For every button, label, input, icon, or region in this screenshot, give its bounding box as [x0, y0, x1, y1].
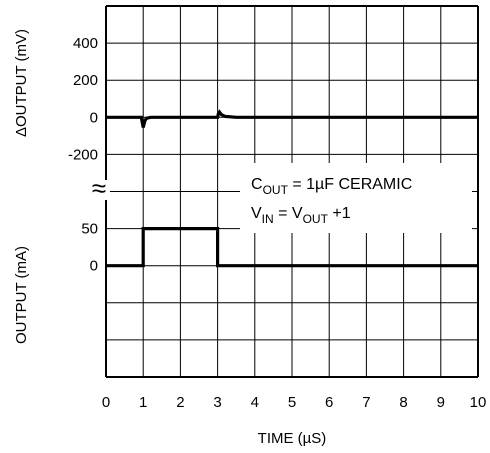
x-tick-label: 7	[362, 394, 370, 411]
anno-v: V	[251, 205, 262, 222]
anno-vout-sub: OUT	[303, 212, 329, 226]
x-tick-label: 5	[288, 394, 296, 411]
anno-v-sub: IN	[262, 212, 274, 226]
output-current-trace	[106, 227, 478, 268]
y-axis-title-top: ΔOUTPUT (mV)	[13, 29, 30, 137]
y-axis-title-bottom: OUTPUT (mA)	[13, 246, 30, 344]
x-tick-label: 8	[399, 394, 407, 411]
axis-break-mask	[88, 180, 110, 200]
x-tick-label: 4	[251, 394, 259, 411]
series-lines	[106, 109, 478, 268]
axis-break-symbol: ≈	[92, 173, 106, 203]
anno-c: C	[251, 176, 263, 193]
x-tick-label: 10	[470, 394, 487, 411]
y-tick-label: -200	[68, 146, 98, 163]
delta-output-trace	[106, 109, 478, 128]
y-tick-label: 0	[90, 258, 98, 275]
x-axis-title: TIME (µS)	[258, 430, 327, 447]
x-tick-label: 2	[176, 394, 184, 411]
y-tick-label: 50	[81, 221, 98, 238]
x-tick-label: 6	[325, 394, 333, 411]
anno-c-rest: = 1µF CERAMIC	[288, 176, 412, 193]
y-tick-labels: 400 200 0 -200 50 0	[68, 35, 98, 275]
x-tick-label: 3	[213, 394, 221, 411]
annotation-cout: COUT = 1µF CERAMIC	[251, 176, 412, 197]
annotation-vin: VIN = VOUT +1	[251, 205, 351, 226]
x-tick-label: 9	[437, 394, 445, 411]
y-tick-label: 200	[73, 72, 98, 89]
y-tick-label: 0	[90, 109, 98, 126]
x-tick-label: 1	[139, 394, 147, 411]
annotation-box	[240, 163, 472, 233]
y-tick-label: 400	[73, 35, 98, 52]
anno-v-rest: +1	[328, 205, 351, 222]
anno-c-sub: OUT	[263, 183, 289, 197]
x-tick-label: 0	[102, 394, 110, 411]
x-tick-labels: 0 1 2 3 4 5 6 7 8 9 10	[102, 394, 487, 411]
anno-v-mid: = V	[274, 205, 303, 222]
